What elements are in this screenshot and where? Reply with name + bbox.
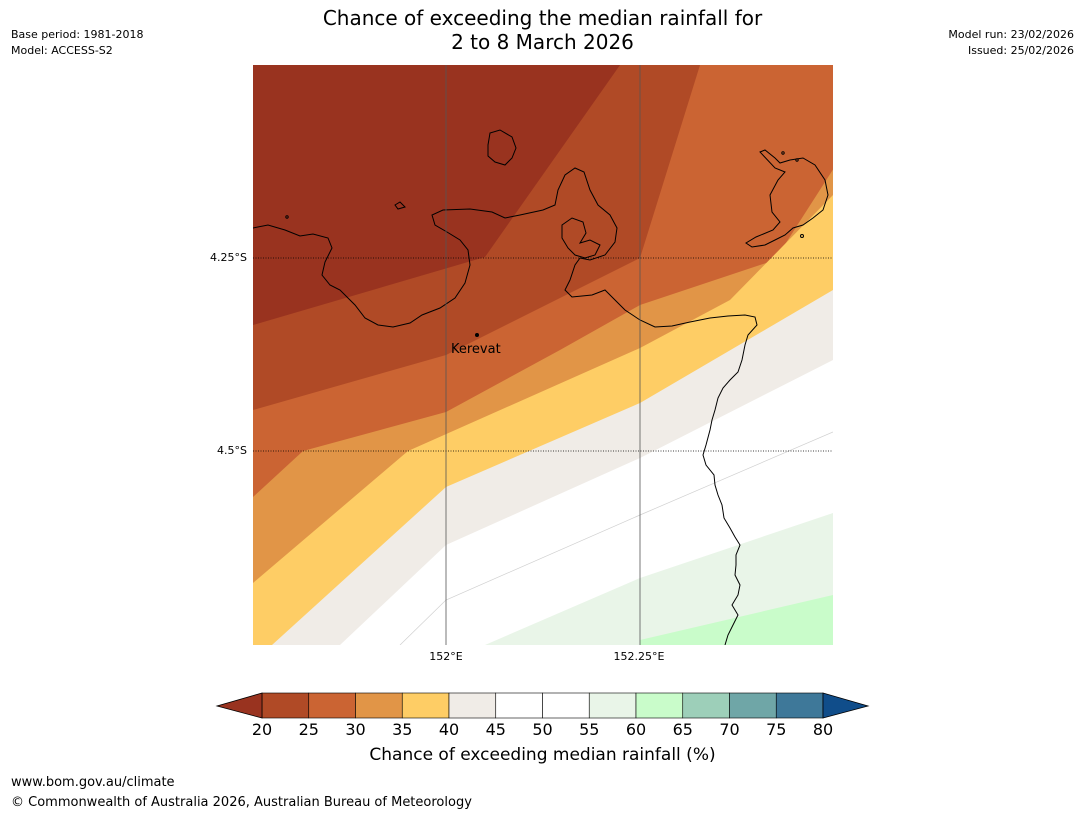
colorbar-tick-55: 55 [579,720,600,739]
meta-left: Base period: 1981-2018 Model: ACCESS-S2 [11,27,143,59]
model-name: Model: ACCESS-S2 [11,44,113,57]
footer-url: www.bom.gov.au/climate [11,775,175,790]
issued-date: Issued: 25/02/2026 [967,44,1074,57]
colorbar-segment-60-65 [635,692,684,719]
colorbar-segment-35-40 [401,692,450,719]
colorbar-tick-50: 50 [532,720,553,739]
colorbar-tick-70: 70 [719,720,740,739]
colorbar-tick-25: 25 [298,720,319,739]
colorbar-tick-60: 60 [625,720,647,739]
probability-bands [253,65,833,645]
contour-50 [399,431,833,645]
lon-label-152: 152°E [429,650,463,663]
colorbar-segment-70-75 [729,692,777,719]
meta-right: Model run: 23/02/2026 Issued: 25/02/2026 [948,27,1074,59]
colorbar-over-arrow [822,692,870,719]
lon-label-152-25: 152.25°E [613,650,665,663]
colorbar-segment-40-45 [448,692,497,719]
colorbar-tick-40: 40 [438,720,460,739]
colorbar-segment-50-55 [542,692,590,719]
colorbar-segments [261,692,824,719]
colorbar-tick-75: 75 [766,720,787,739]
colorbar-segment-30-35 [355,692,403,719]
colorbar-tick-65: 65 [672,720,693,739]
band-60-65 [640,595,833,645]
title-line-1: Chance of exceeding the median rainfall … [322,6,763,30]
base-period: Base period: 1981-2018 [11,28,144,41]
colorbar-segment-65-70 [682,692,730,719]
band-55-60 [485,513,833,645]
colorbar-segment-45-50 [495,692,543,719]
colorbar-tick-30: 30 [345,720,366,739]
model-run: Model run: 23/02/2026 [948,28,1074,41]
town-label-kerevat: Kerevat [451,342,501,357]
colorbar-segment-25-30 [308,692,356,719]
colorbar-tick-35: 35 [392,720,413,739]
kerevat-marker [475,333,479,337]
colorbar-label: Chance of exceeding median rainfall (%) [369,745,716,765]
lat-label-4-5: 4.5°S [217,444,247,457]
colorbar-segment-55-60 [588,692,637,719]
lat-label-4-25: 4.25°S [210,251,247,264]
colorbar-tick-80: 80 [812,720,834,739]
colorbar-segment-20-25 [261,692,310,719]
footer-copyright: © Commonwealth of Australia 2026, Austra… [11,795,472,810]
colorbar-tick-45: 45 [485,720,506,739]
chart-title: Chance of exceeding the median rainfall … [0,6,1085,54]
colorbar-under-arrow [215,692,263,719]
colorbar-tick-20: 20 [251,720,273,739]
coastline [253,129,829,645]
graticule [253,65,833,645]
colorbar-segment-75-80 [775,692,824,719]
title-line-2: 2 to 8 March 2026 [451,30,634,54]
